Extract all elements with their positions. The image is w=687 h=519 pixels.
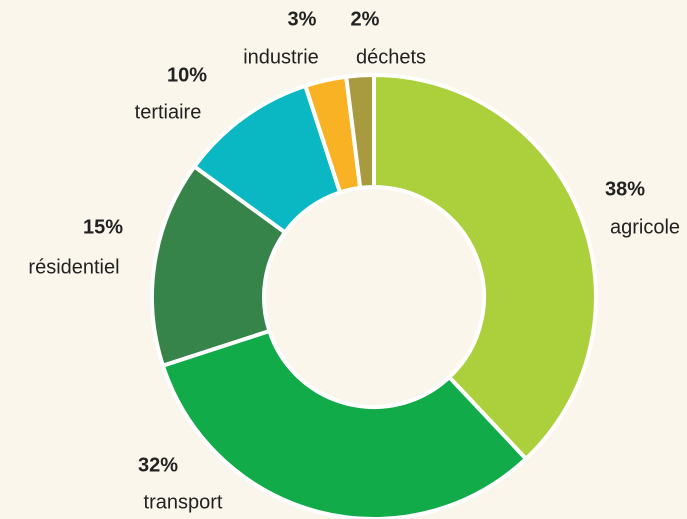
value-label: 15% bbox=[83, 216, 123, 238]
category-label: transport bbox=[144, 491, 223, 513]
donut-slice bbox=[343, 72, 376, 191]
donut-slice bbox=[150, 163, 288, 369]
value-label: 38% bbox=[605, 178, 645, 200]
value-label: 3% bbox=[288, 8, 317, 30]
value-label: 32% bbox=[138, 454, 178, 476]
category-label: industrie bbox=[243, 46, 319, 68]
category-label: tertiaire bbox=[135, 101, 202, 123]
value-label: 10% bbox=[167, 64, 207, 86]
value-label: 2% bbox=[351, 8, 380, 30]
category-label: agricole bbox=[610, 216, 680, 238]
category-label: résidentiel bbox=[28, 256, 119, 278]
donut-slice bbox=[372, 72, 598, 462]
category-label: déchets bbox=[356, 46, 426, 68]
donut-slice bbox=[160, 328, 529, 519]
